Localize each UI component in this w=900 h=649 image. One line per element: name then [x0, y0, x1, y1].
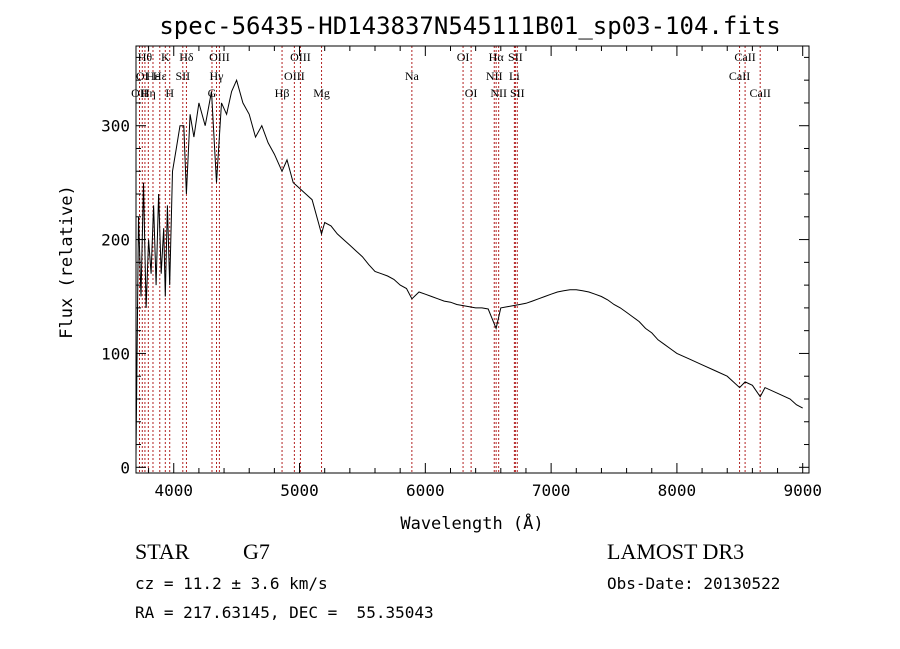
- x-tick-label: 4000: [154, 481, 193, 500]
- y-tick-label: 100: [101, 344, 130, 363]
- line-label: CaII: [750, 86, 771, 100]
- object-class: STAR: [135, 539, 190, 564]
- line-label: Hδ: [179, 50, 194, 64]
- line-label: Na: [405, 69, 420, 83]
- line-label: OI: [457, 50, 470, 64]
- survey-name: LAMOST DR3: [607, 539, 745, 564]
- line-label: Hβ: [275, 86, 290, 100]
- coordinates: RA = 217.63145, DEC = 55.35043: [135, 603, 434, 622]
- x-tick-label: 5000: [280, 481, 319, 500]
- line-label: K: [161, 50, 170, 64]
- line-label: OI: [465, 86, 478, 100]
- line-label: Hε: [153, 69, 167, 83]
- line-label: NII: [486, 69, 503, 83]
- line-label: Hη: [141, 86, 156, 100]
- line-labels: OIIOIHθHηHεHεKHSIIHδGHγOIIIHβOIIIOIIIMgN…: [131, 50, 771, 100]
- line-label: OIII: [284, 69, 305, 83]
- line-label: G: [208, 86, 217, 100]
- observation-date: Obs-Date: 20130522: [607, 574, 781, 593]
- redshift-velocity: cz = 11.2 ± 3.6 km/s: [135, 574, 328, 593]
- y-tick-label: 200: [101, 231, 130, 250]
- x-tick-label: 9000: [783, 481, 822, 500]
- y-tick-label: 300: [101, 117, 130, 136]
- x-tick-label: 8000: [658, 481, 697, 500]
- line-label: Hα: [489, 50, 505, 64]
- line-label: Hθ: [138, 50, 153, 64]
- line-label: Hε: [146, 69, 160, 83]
- line-label: Hγ: [210, 69, 225, 83]
- line-label: Li: [509, 69, 520, 83]
- spectrum-line: [135, 78, 803, 456]
- line-label: NII: [490, 86, 507, 100]
- y-axis-label: Flux (relative): [57, 185, 77, 339]
- object-subclass: G7: [243, 539, 270, 564]
- x-axis: 4000 5000 6000 7000 8000 9000: [148, 46, 822, 500]
- x-tick-label: 7000: [532, 481, 571, 500]
- line-label: SII: [510, 86, 525, 100]
- plot-frame: [135, 45, 810, 474]
- y-axis: 0 100 200 300: [101, 56, 809, 477]
- line-label: SII: [508, 50, 523, 64]
- x-tick-label: 6000: [406, 481, 445, 500]
- line-label: Mg: [313, 86, 330, 100]
- x-axis-label: Wavelength (Å): [400, 512, 543, 534]
- y-tick-label: 0: [120, 458, 130, 477]
- line-label: OI: [136, 69, 149, 83]
- line-label: CaII: [734, 50, 755, 64]
- line-label: OIII: [209, 50, 230, 64]
- line-label: CaII: [729, 69, 750, 83]
- line-label: OIII: [290, 50, 311, 64]
- line-label: OII: [131, 86, 148, 100]
- line-label: H: [165, 86, 174, 100]
- line-label: SII: [175, 69, 190, 83]
- chart-title: spec-56435-HD143837N545111B01_sp03-104.f…: [159, 12, 780, 40]
- line-markers: [139, 46, 761, 473]
